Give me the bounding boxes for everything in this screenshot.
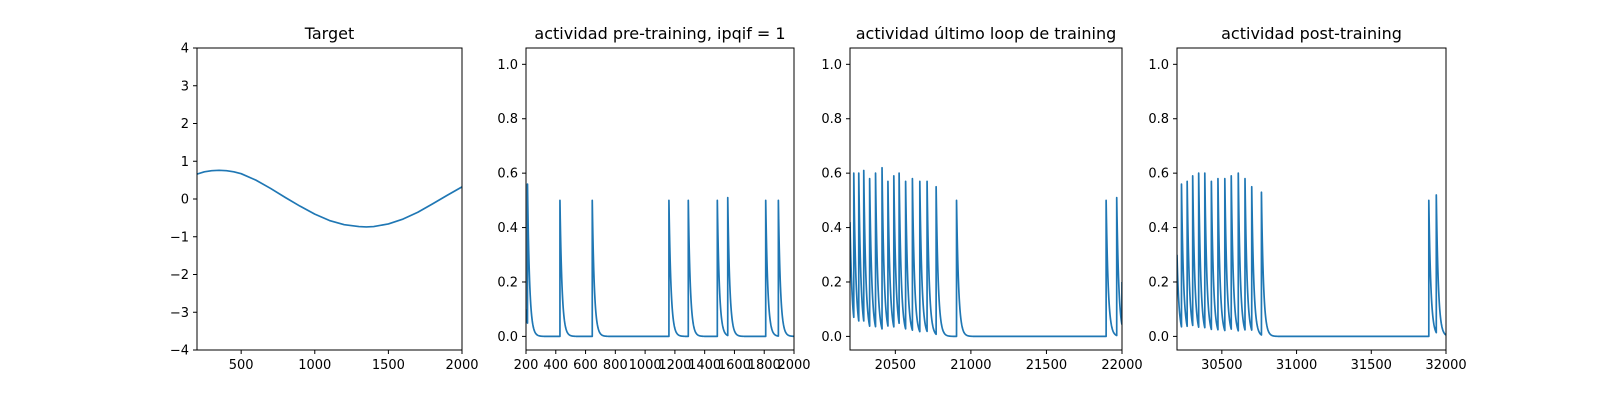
y-tick-label: 0.0 bbox=[821, 330, 842, 345]
x-tick-label: 20500 bbox=[875, 358, 916, 373]
x-tick-label: 1000 bbox=[629, 358, 662, 373]
y-tick-label: 0.0 bbox=[1148, 330, 1169, 345]
x-tick-label: 21000 bbox=[950, 358, 991, 373]
series-line-0 bbox=[197, 169, 462, 228]
x-tick-label: 500 bbox=[229, 358, 254, 373]
y-tick-label: 1.0 bbox=[821, 58, 842, 73]
y-tick-label: −1 bbox=[170, 230, 189, 245]
x-tick-label: 800 bbox=[603, 358, 628, 373]
x-tick-label: 2000 bbox=[777, 358, 810, 373]
y-tick-label: 0.4 bbox=[497, 221, 518, 236]
y-tick-label: −4 bbox=[170, 344, 189, 359]
x-tick-label: 200 bbox=[514, 358, 539, 373]
y-tick-label: −3 bbox=[170, 306, 189, 321]
axes-frame bbox=[1176, 47, 1447, 351]
axes-frame bbox=[849, 47, 1123, 351]
series-line-0 bbox=[850, 166, 1122, 338]
x-tick-label: 600 bbox=[573, 358, 598, 373]
series-line-0 bbox=[526, 183, 794, 338]
y-tick-label: 0.0 bbox=[497, 330, 518, 345]
x-tick-label: 400 bbox=[543, 358, 568, 373]
series-line-0 bbox=[1177, 172, 1446, 338]
x-tick-label: 31500 bbox=[1351, 358, 1392, 373]
y-tick-label: 0.6 bbox=[497, 167, 518, 182]
y-tick-label: 0.4 bbox=[1148, 221, 1169, 236]
subplot-target: Target 500 1000 1500 2000 −4 −3 −2 −1 0 1 2 3 4 bbox=[170, 24, 479, 373]
chart-title: actividad post-training bbox=[1221, 24, 1402, 43]
y-tick-label: 0 bbox=[181, 193, 189, 208]
y-tick-label: 0.8 bbox=[821, 112, 842, 127]
x-tick-label: 1800 bbox=[748, 358, 781, 373]
y-tick-label: 0.2 bbox=[1148, 275, 1169, 290]
subplot-pre-training: actividad pre-training, ipqif = 1 200 400 6… bbox=[497, 24, 810, 373]
y-tick-label: 1.0 bbox=[497, 58, 518, 73]
x-tick-label: 32000 bbox=[1425, 358, 1466, 373]
x-tick-label: 22000 bbox=[1101, 358, 1142, 373]
x-tick-label: 1000 bbox=[298, 358, 331, 373]
subplot-last-training-loop: actividad último loop de training 20500 21… bbox=[821, 24, 1142, 373]
y-tick-label: 2 bbox=[181, 117, 189, 132]
y-tick-label: 3 bbox=[181, 79, 189, 94]
y-tick-label: 0.8 bbox=[1148, 112, 1169, 127]
y-tick-label: −2 bbox=[170, 268, 189, 283]
chart-title: actividad pre-training, ipqif = 1 bbox=[534, 24, 785, 43]
x-tick-label: 31000 bbox=[1276, 358, 1317, 373]
axes-frame bbox=[196, 47, 463, 351]
x-tick-label: 1600 bbox=[718, 358, 751, 373]
y-tick-label: 1.0 bbox=[1148, 58, 1169, 73]
x-tick-label: 1200 bbox=[658, 358, 691, 373]
x-tick-label: 1400 bbox=[688, 358, 721, 373]
subplot-post-training: actividad post-training 30500 31000 31500 32… bbox=[1148, 24, 1466, 373]
y-tick-label: 0.6 bbox=[1148, 167, 1169, 182]
y-tick-label: 4 bbox=[181, 42, 189, 57]
y-tick-label: 0.4 bbox=[821, 221, 842, 236]
y-tick-label: 0.2 bbox=[821, 275, 842, 290]
axes-frame bbox=[525, 47, 795, 351]
y-tick-label: 0.2 bbox=[497, 275, 518, 290]
chart-title: actividad último loop de training bbox=[856, 24, 1117, 43]
y-tick-label: 1 bbox=[181, 155, 189, 170]
x-tick-label: 2000 bbox=[445, 358, 478, 373]
x-tick-label: 21500 bbox=[1026, 358, 1067, 373]
x-tick-label: 1500 bbox=[372, 358, 405, 373]
y-tick-label: 0.6 bbox=[821, 167, 842, 182]
chart-title: Target bbox=[304, 24, 355, 43]
x-tick-label: 30500 bbox=[1201, 358, 1242, 373]
y-tick-label: 0.8 bbox=[497, 112, 518, 127]
